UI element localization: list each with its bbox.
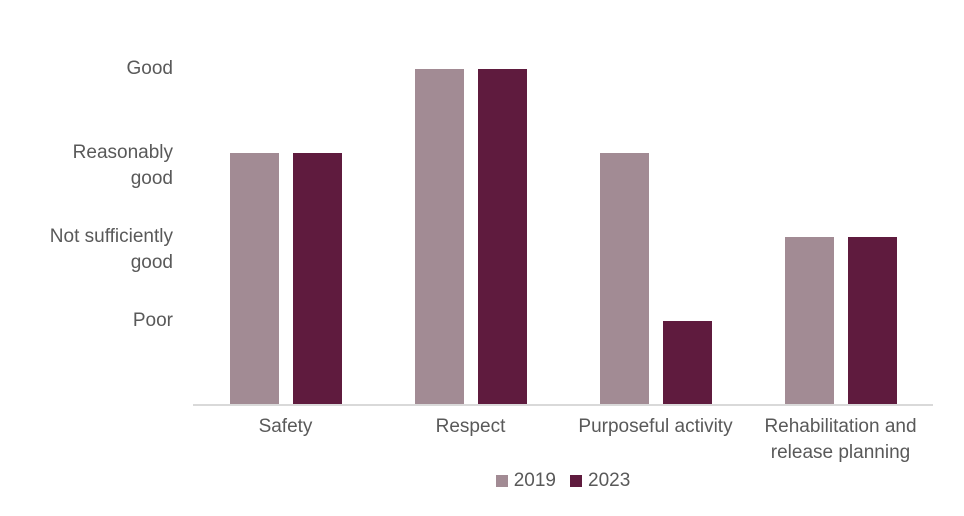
bar-purposeful-activity-2019 <box>599 153 649 405</box>
bar-respect-2023 <box>477 69 527 405</box>
bar-safety-2023 <box>292 153 342 405</box>
bar-rehabilitation-and-release-planning-2019 <box>784 237 834 405</box>
x-axis-label-safety: Safety <box>258 416 313 437</box>
legend-swatch-2019 <box>495 475 508 487</box>
bar-respect-2019 <box>414 69 464 405</box>
legend-swatch-2023 <box>570 475 582 487</box>
legend-item-2019: 2019 <box>495 470 556 491</box>
legend-item-2023: 2023 <box>570 471 630 491</box>
legend: 2019 2023 <box>193 471 933 491</box>
bar-rehabilitation-and-release-planning-2023 <box>847 237 897 405</box>
y-tick-label-not-sufficiently-good: Not sufficiently good <box>49 226 173 273</box>
bar-safety-2019 <box>229 153 279 405</box>
legend-label-2023: 2023 <box>588 470 631 491</box>
y-tick-label-good: Good <box>126 58 173 79</box>
x-axis-line <box>193 404 933 406</box>
bar-purposeful-activity-2023 <box>662 321 712 405</box>
x-axis-label-respect: Respect <box>435 416 506 437</box>
y-tick-label-reasonably-good: Reasonably good <box>72 142 173 189</box>
x-axis-label-purposeful-activity: Purposeful activity <box>578 416 733 437</box>
x-axis-label-rehabilitation-and-release-planning: Rehabilitation and release planning <box>764 416 917 463</box>
legend-label-2019: 2019 <box>513 470 556 491</box>
y-tick-label-poor: Poor <box>132 310 173 331</box>
